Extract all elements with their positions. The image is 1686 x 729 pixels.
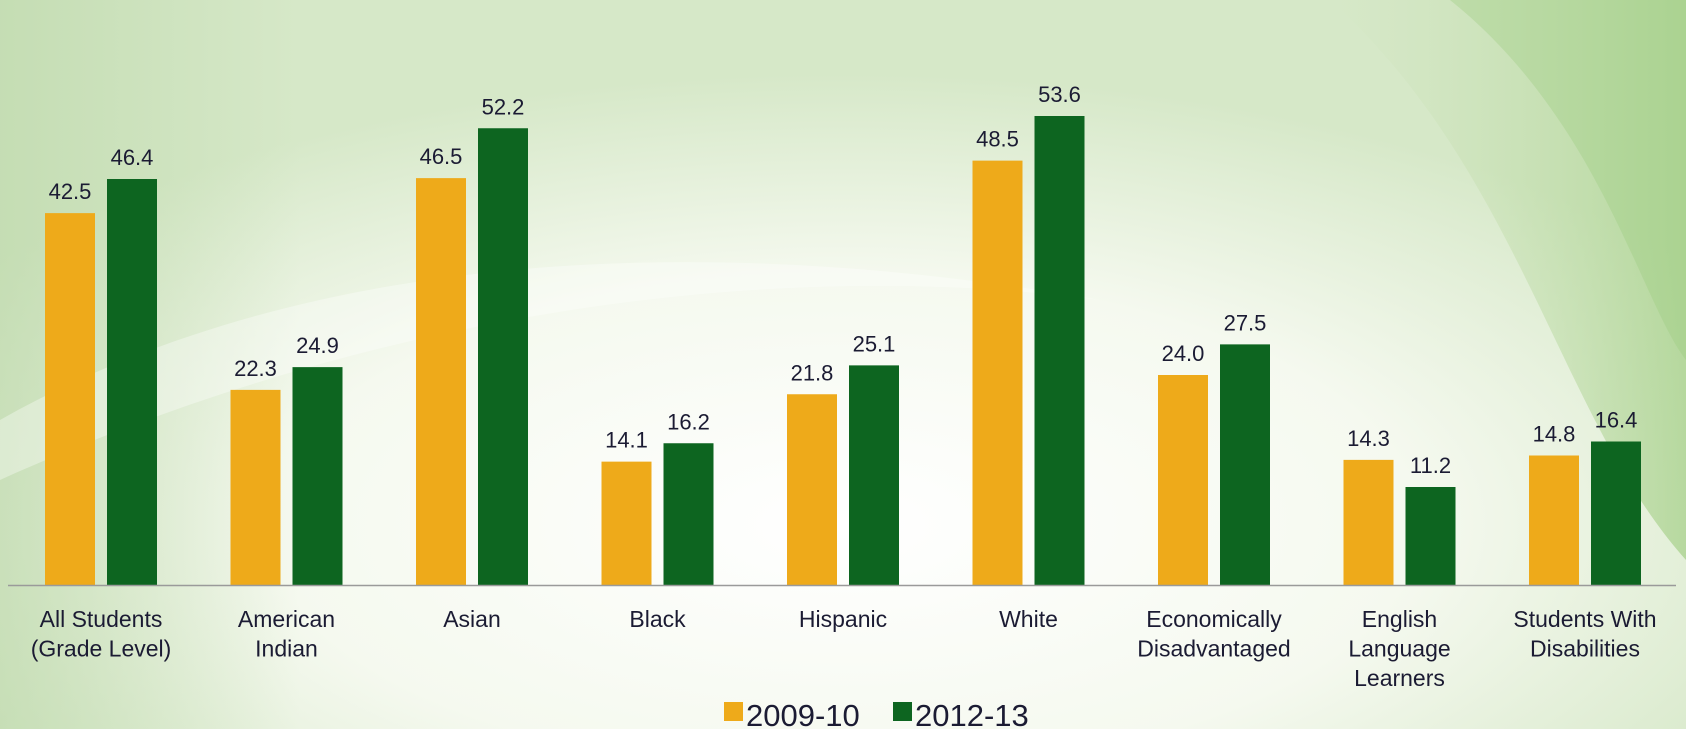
bar-2012-13-5 bbox=[1034, 116, 1085, 585]
legend-swatch bbox=[893, 702, 912, 721]
bar-2012-13-8 bbox=[1591, 441, 1641, 585]
category-label: Language bbox=[1348, 636, 1450, 662]
bar-2009-10-5 bbox=[972, 160, 1023, 585]
bar-value-label: 22.3 bbox=[234, 356, 277, 381]
bar-2012-13-0 bbox=[107, 179, 157, 585]
category-label: (Grade Level) bbox=[31, 636, 172, 662]
category-label: Black bbox=[629, 606, 686, 632]
bar-2009-10-8 bbox=[1529, 455, 1579, 585]
data-labels: 42.5 46.4 22.3 24.9 46.5 52.2 14.1 16.2 21.8 25.1… bbox=[49, 82, 1638, 478]
bar-2012-13-6 bbox=[1220, 344, 1270, 585]
bar-value-label: 14.8 bbox=[1533, 422, 1576, 447]
bar-2012-13-4 bbox=[849, 365, 899, 585]
category-label: Asian bbox=[443, 606, 501, 632]
bar-2009-10-1 bbox=[230, 389, 281, 585]
bar-value-label: 46.5 bbox=[420, 144, 463, 169]
category-label: Students With bbox=[1513, 606, 1656, 632]
bar-value-label: 16.2 bbox=[667, 409, 710, 434]
bar-2009-10-6 bbox=[1158, 375, 1208, 585]
category-label: Indian bbox=[255, 636, 318, 662]
bar-value-label: 27.5 bbox=[1224, 310, 1267, 335]
category-label: English bbox=[1362, 606, 1437, 632]
category-label: Hispanic bbox=[799, 606, 887, 632]
legend-label: 2009-10 bbox=[746, 698, 860, 729]
bar-value-label: 52.2 bbox=[482, 94, 525, 119]
bar-value-label: 24.9 bbox=[296, 333, 339, 358]
bar-2012-13-7 bbox=[1405, 487, 1456, 585]
legend: 2009-10 2012-13 bbox=[724, 698, 1029, 729]
bar-2009-10-3 bbox=[601, 461, 652, 585]
category-labels: All Students (Grade Level) American Indian A… bbox=[31, 606, 1657, 691]
legend-label: 2012-13 bbox=[915, 698, 1029, 729]
bar-2012-13-1 bbox=[292, 367, 343, 585]
legend-swatch bbox=[724, 702, 743, 721]
bar-2012-13-3 bbox=[663, 443, 714, 585]
bar-2009-10-7 bbox=[1343, 459, 1394, 585]
bar-value-label: 48.5 bbox=[976, 127, 1019, 152]
bar-value-label: 11.2 bbox=[1410, 453, 1451, 478]
bar-value-label: 42.5 bbox=[49, 179, 92, 204]
category-label: Disadvantaged bbox=[1137, 636, 1290, 662]
category-label: Learners bbox=[1354, 665, 1445, 691]
bar-2009-10-0 bbox=[45, 213, 95, 585]
bar-value-label: 14.1 bbox=[605, 428, 648, 453]
category-label: Disabilities bbox=[1530, 636, 1640, 662]
bars bbox=[45, 116, 1641, 585]
bar-value-label: 21.8 bbox=[791, 360, 834, 385]
category-label: Economically bbox=[1146, 606, 1282, 632]
bar-value-label: 46.4 bbox=[111, 145, 154, 170]
bar-value-label: 25.1 bbox=[853, 331, 896, 356]
category-label: American bbox=[238, 606, 335, 632]
bar-value-label: 14.3 bbox=[1347, 426, 1390, 451]
bar-2009-10-2 bbox=[416, 178, 466, 585]
bar-2009-10-4 bbox=[787, 394, 837, 585]
category-label: White bbox=[999, 606, 1058, 632]
bar-value-label: 16.4 bbox=[1595, 408, 1638, 433]
bar-value-label: 24.0 bbox=[1162, 341, 1205, 366]
category-label: All Students bbox=[40, 606, 163, 632]
bar-value-label: 53.6 bbox=[1038, 82, 1081, 107]
bar-2012-13-2 bbox=[478, 128, 528, 585]
